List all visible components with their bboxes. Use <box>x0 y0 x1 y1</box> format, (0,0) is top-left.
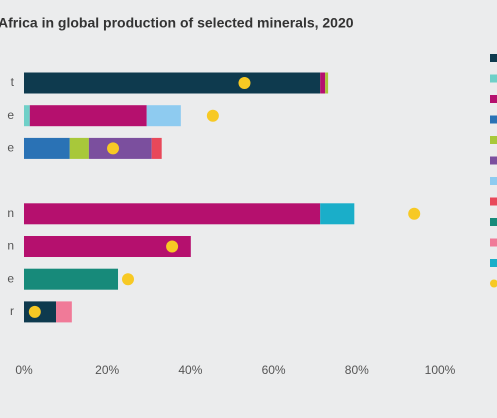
bar-segment <box>325 72 329 94</box>
bar-segment <box>56 301 72 323</box>
bar-segment <box>320 72 326 94</box>
legend-swatch <box>490 218 497 226</box>
bar-segment <box>24 137 70 159</box>
x-tick-label: 0% <box>15 363 33 377</box>
y-tick-label: t <box>11 75 15 89</box>
y-tick-label: e <box>7 141 14 155</box>
x-tick-label: 20% <box>95 363 119 377</box>
dot-marker <box>28 305 41 318</box>
legend-swatch <box>490 197 497 206</box>
x-tick-label: 80% <box>345 363 369 377</box>
dot-marker <box>107 142 120 155</box>
chart-title: Africa in global production of selected … <box>0 15 354 31</box>
bar-segment <box>24 72 321 94</box>
bar-segment <box>69 137 89 159</box>
legend-swatch <box>490 74 497 83</box>
legend-swatch <box>490 259 497 267</box>
y-tick-label: e <box>7 108 14 122</box>
dot-marker <box>408 207 421 220</box>
bar-segment <box>151 137 162 159</box>
bar-segment <box>320 203 355 225</box>
bar-segment <box>24 268 119 290</box>
legend-swatch <box>490 95 497 103</box>
legend-swatch <box>490 136 497 144</box>
legend-swatch <box>490 238 497 247</box>
bar-segment <box>24 105 30 127</box>
legend-swatch <box>490 156 497 165</box>
dot-marker <box>238 77 251 89</box>
y-tick-label: n <box>7 239 14 253</box>
bar-segment <box>146 105 181 127</box>
legend-swatch <box>490 177 497 185</box>
y-tick-label: n <box>7 206 14 220</box>
legend-swatch <box>490 54 497 62</box>
bar-segment <box>24 236 191 257</box>
legend-swatch <box>490 279 497 288</box>
bar-segment <box>24 203 321 225</box>
bar-segment <box>29 105 147 127</box>
bar-segment <box>88 137 152 159</box>
x-tick-label: 40% <box>178 363 202 377</box>
x-tick-label: 100% <box>425 363 456 377</box>
y-tick-label: r <box>10 304 14 318</box>
dot-marker <box>166 240 179 253</box>
legend-swatch <box>490 115 497 124</box>
x-tick-label: 60% <box>262 363 286 377</box>
y-tick-label: e <box>7 271 14 285</box>
dot-marker <box>122 273 134 286</box>
dot-marker <box>206 109 219 122</box>
